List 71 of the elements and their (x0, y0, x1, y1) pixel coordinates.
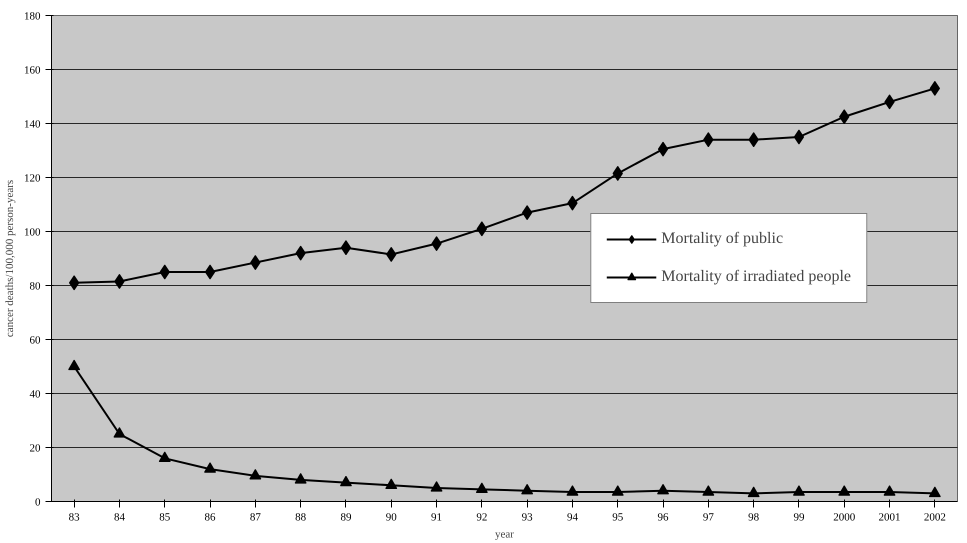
point (884, 94, 895, 110)
x-tick-label: 92 (476, 512, 488, 524)
point (658, 142, 668, 157)
point (340, 476, 352, 486)
point (567, 196, 578, 211)
y-tick-label: 180 (24, 10, 41, 22)
x-axis-title: year (495, 528, 514, 540)
point (748, 486, 760, 498)
point (68, 275, 80, 290)
point (114, 274, 125, 289)
point (748, 132, 759, 148)
x-tick-label: 88 (295, 512, 307, 524)
x-tick-label: 86 (204, 512, 216, 524)
point (794, 130, 804, 144)
point (792, 485, 805, 496)
y-axis-title: cancer deaths/100,000 person-years (4, 180, 16, 338)
y-tick-label: 80 (30, 280, 41, 292)
y-tick-label: 100 (24, 226, 41, 238)
x-tick-label: 2000 (833, 512, 856, 524)
point (294, 473, 307, 484)
x-tick-label: 83 (68, 512, 80, 524)
y-tick-label: 140 (24, 118, 41, 130)
point (160, 264, 170, 280)
x-tick-label: 84 (114, 512, 126, 524)
point (295, 246, 306, 261)
x-tick-label: 95 (612, 512, 624, 524)
point (476, 482, 488, 494)
point (340, 240, 352, 256)
y-tick-label: 40 (30, 388, 41, 400)
point (702, 485, 714, 496)
y-tick-label: 0 (35, 496, 41, 508)
point (930, 80, 940, 96)
point (204, 264, 216, 280)
x-tick-label: 94 (566, 512, 578, 524)
point (612, 485, 624, 496)
point (566, 485, 578, 496)
y-tick-label: 160 (24, 64, 41, 76)
x-tick-label: 2001 (878, 512, 901, 524)
x-tick-label: 97 (702, 512, 714, 524)
x-tick-label: 99 (793, 512, 805, 524)
y-tick-label: 60 (30, 334, 41, 346)
point (884, 485, 896, 496)
x-tick-label: 87 (250, 512, 262, 524)
x-tick-label: 91 (431, 512, 442, 524)
point (68, 360, 80, 370)
point (158, 451, 171, 462)
point (430, 481, 443, 492)
legend-label: Mortality of public (661, 230, 784, 248)
point (928, 486, 941, 498)
x-tick-label: 98 (748, 512, 760, 524)
y-tick-label: 120 (24, 172, 41, 184)
x-tick-label: 96 (658, 512, 670, 524)
point (113, 427, 126, 438)
x-tick-label: 89 (340, 512, 352, 524)
x-tick-label: 85 (159, 512, 171, 524)
point (522, 205, 532, 220)
point (250, 255, 261, 270)
point (249, 469, 262, 480)
legend-label: Mortality of irradiated people (661, 268, 851, 286)
x-tick-label: 2002 (924, 512, 946, 524)
point (476, 221, 488, 236)
point (838, 485, 850, 496)
point (703, 132, 714, 148)
point (385, 478, 398, 489)
point (657, 484, 670, 494)
x-tick-label: 93 (522, 512, 534, 524)
point (204, 462, 216, 473)
y-tick-label: 20 (30, 442, 41, 454)
point (521, 484, 534, 494)
point (431, 236, 442, 252)
x-tick-label: 90 (386, 512, 398, 524)
